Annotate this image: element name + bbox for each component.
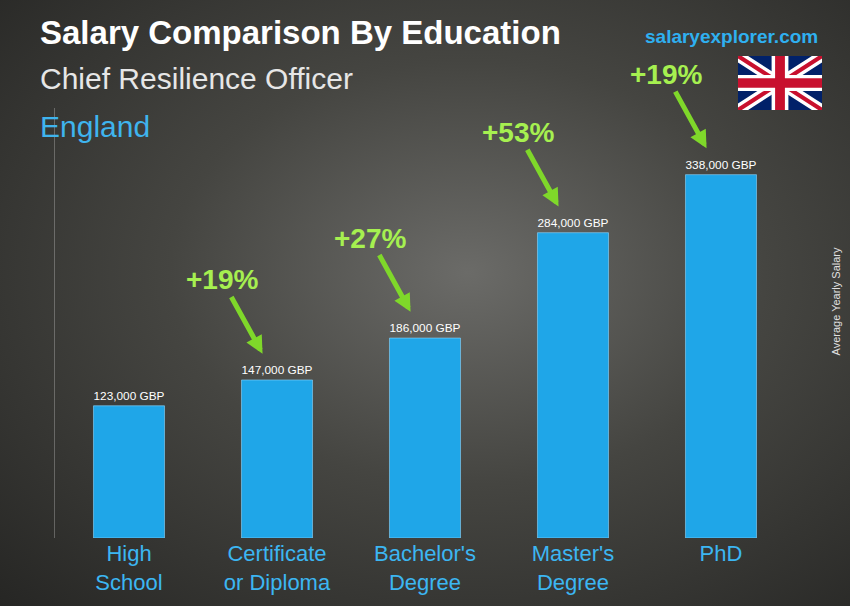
svg-text:147,000 GBP: 147,000 GBP	[241, 363, 312, 377]
svg-text:Certificateor Diploma: Certificateor Diploma	[224, 541, 331, 595]
svg-text:+53%: +53%	[482, 117, 554, 148]
svg-text:186,000 GBP: 186,000 GBP	[389, 321, 460, 335]
svg-text:Average Yearly Salary: Average Yearly Salary	[830, 247, 842, 356]
svg-text:+27%: +27%	[334, 223, 406, 254]
html-text:salaryexplorer.com: salaryexplorer.com	[645, 26, 819, 47]
svg-text:338,000 GBP: 338,000 GBP	[685, 158, 756, 172]
html-text:Salary Comparison By Education: Salary Comparison By Education	[40, 14, 561, 51]
html-text:England: England	[40, 110, 151, 143]
svg-text:284,000 GBP: 284,000 GBP	[537, 216, 608, 230]
svg-text:123,000 GBP: 123,000 GBP	[93, 389, 164, 403]
svg-text:HighSchool: HighSchool	[95, 541, 162, 595]
svg-text:+19%: +19%	[186, 264, 258, 295]
svg-text:Master'sDegree: Master'sDegree	[532, 541, 614, 595]
svg-text:Bachelor'sDegree: Bachelor'sDegree	[374, 541, 476, 595]
svg-text:PhD: PhD	[700, 541, 743, 566]
html-text:Chief Resilience Officer: Chief Resilience Officer	[40, 62, 353, 95]
svg-text:+19%: +19%	[630, 59, 702, 90]
